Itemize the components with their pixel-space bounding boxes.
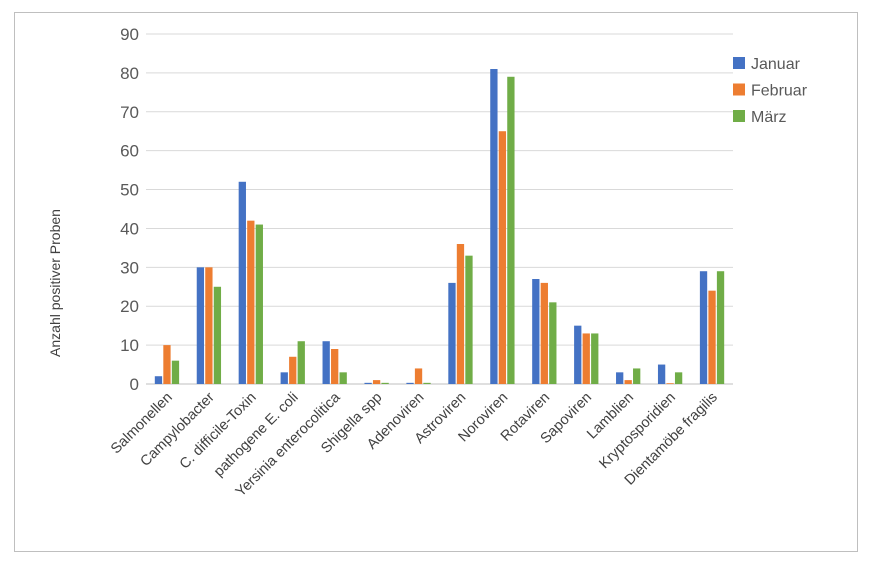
- legend-swatch: [733, 83, 745, 96]
- bar: [297, 341, 305, 384]
- bar: [657, 364, 666, 384]
- bar: [381, 382, 389, 384]
- y-axis-tick-labels: 0 10 20 30 40 50 60 70 80 90: [120, 25, 139, 394]
- legend-label: März: [751, 109, 787, 126]
- bars: [154, 69, 725, 385]
- legend-label: Februar: [751, 83, 808, 100]
- bar: [633, 368, 641, 384]
- bar: [582, 333, 590, 384]
- legend: Januar Februar März: [733, 56, 808, 126]
- bar: [674, 372, 683, 384]
- bar: [448, 282, 456, 384]
- y-tick-label: 20: [120, 297, 139, 316]
- y-tick-label: 40: [120, 219, 139, 238]
- y-tick-label: 90: [120, 25, 139, 44]
- chart-frame: [14, 12, 858, 552]
- x-category-label: Kryptosporidien: [596, 390, 679, 473]
- bar: [364, 382, 372, 384]
- bar: [574, 325, 582, 384]
- bar: [205, 267, 213, 384]
- bar: [591, 333, 599, 384]
- bar: [708, 290, 716, 384]
- bar: [406, 382, 414, 384]
- bar: [465, 255, 473, 384]
- y-tick-label: 70: [120, 103, 139, 122]
- bar: [456, 244, 465, 384]
- bar: [154, 376, 163, 384]
- bar: [372, 380, 381, 384]
- bar: [213, 286, 222, 384]
- x-category-label: C. difficile-Toxin: [177, 390, 260, 473]
- bar: [339, 372, 347, 384]
- bar: [716, 271, 725, 384]
- bar: [289, 356, 297, 384]
- y-tick-label: 30: [120, 258, 139, 277]
- bar: [498, 131, 507, 384]
- bar: [616, 372, 624, 384]
- legend-label: Januar: [751, 56, 801, 73]
- bar: [423, 382, 431, 384]
- bar: [322, 341, 330, 384]
- bar: [699, 271, 708, 384]
- bar: [280, 372, 288, 384]
- bar: [171, 360, 180, 384]
- bar: [507, 76, 515, 385]
- x-category-label: Campylobacter: [137, 389, 217, 469]
- y-axis-label: Anzahl positiver Proben: [47, 209, 63, 357]
- y-tick-label: 60: [120, 142, 139, 161]
- bar: [163, 345, 171, 384]
- y-tick-label: 0: [130, 375, 139, 394]
- bar: [331, 349, 339, 384]
- bar: [247, 220, 255, 384]
- bar: [549, 302, 557, 384]
- bar: [666, 383, 674, 384]
- gridlines: [146, 33, 733, 385]
- legend-swatch: [733, 110, 745, 122]
- y-tick-label: 50: [120, 181, 139, 200]
- bar: [414, 368, 423, 384]
- bar: [238, 181, 246, 384]
- y-tick-label: 10: [120, 336, 139, 355]
- y-tick-label: 80: [120, 64, 139, 83]
- bar: [196, 267, 205, 384]
- bar: [490, 69, 498, 384]
- legend-swatch: [733, 57, 745, 69]
- bar: [255, 224, 263, 384]
- bar: [532, 279, 540, 384]
- bar: [540, 282, 548, 384]
- bar: [624, 380, 632, 384]
